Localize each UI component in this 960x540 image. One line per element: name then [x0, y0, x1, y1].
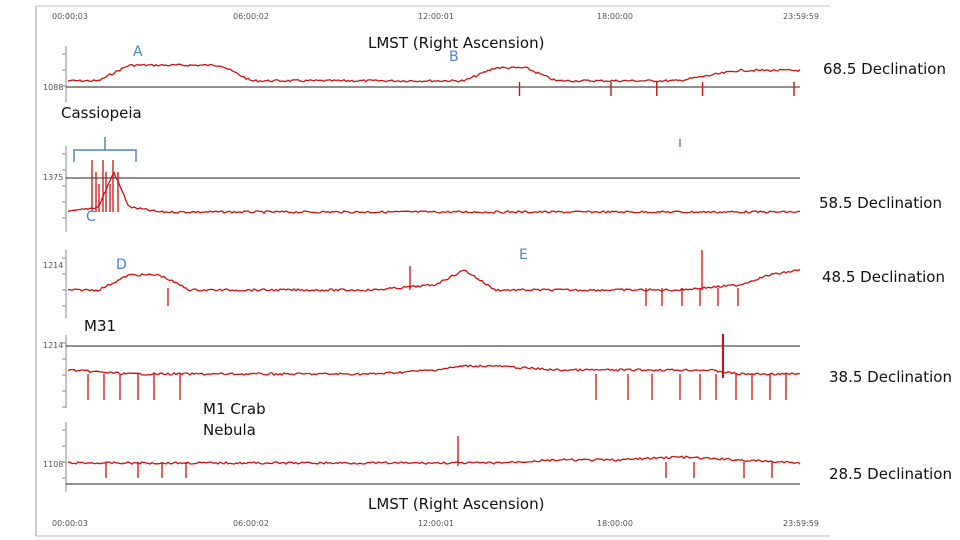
y-tick-label: 1214: [43, 341, 64, 350]
annotation-b: B: [449, 49, 459, 65]
annotation-crab-line2: Nebula: [203, 421, 256, 439]
series-line: [67, 63, 801, 83]
y-tick-label: 1375: [43, 173, 64, 182]
y-tick-label: 1108: [43, 460, 64, 469]
declination-label: 58.5 Declination: [819, 194, 942, 212]
time-tick: 06:00:02: [233, 519, 269, 528]
annotation-cassiopeia: Cassiopeia: [61, 104, 142, 122]
y-tick-label: 1088: [43, 83, 64, 92]
time-tick: 23:59:59: [783, 519, 819, 528]
time-tick: 00:00:03: [52, 12, 88, 21]
annotation-a: A: [133, 44, 143, 60]
series-line: [67, 170, 800, 214]
declination-label: 38.5 Declination: [829, 368, 952, 386]
time-tick: 18:00:00: [597, 12, 633, 21]
annotation-m31: M31: [84, 317, 117, 335]
time-tick: 06:00:02: [233, 12, 269, 21]
series-line: [67, 269, 801, 292]
declination-label: 48.5 Declination: [822, 268, 945, 286]
time-tick: 18:00:00: [597, 519, 633, 528]
annotation-e: E: [519, 247, 528, 263]
axis-title-top: LMST (Right Ascension): [368, 34, 545, 52]
time-tick: 00:00:03: [52, 519, 88, 528]
time-tick: 12:00:01: [418, 519, 454, 528]
time-tick: 12:00:01: [418, 12, 454, 21]
axis-title-bottom: LMST (Right Ascension): [368, 495, 545, 513]
time-tick: 23:59:59: [783, 12, 819, 21]
series-line: [67, 364, 801, 376]
series-line: [67, 455, 801, 465]
declination-label: 68.5 Declination: [823, 60, 946, 78]
declination-label: 28.5 Declination: [829, 465, 952, 483]
annotation-crab-line1: M1 Crab: [203, 400, 266, 418]
cassiopeia-bracket: [73, 149, 137, 162]
y-tick-label: 1214: [43, 261, 64, 270]
annotation-c: C: [86, 209, 96, 225]
annotation-d: D: [116, 257, 127, 273]
